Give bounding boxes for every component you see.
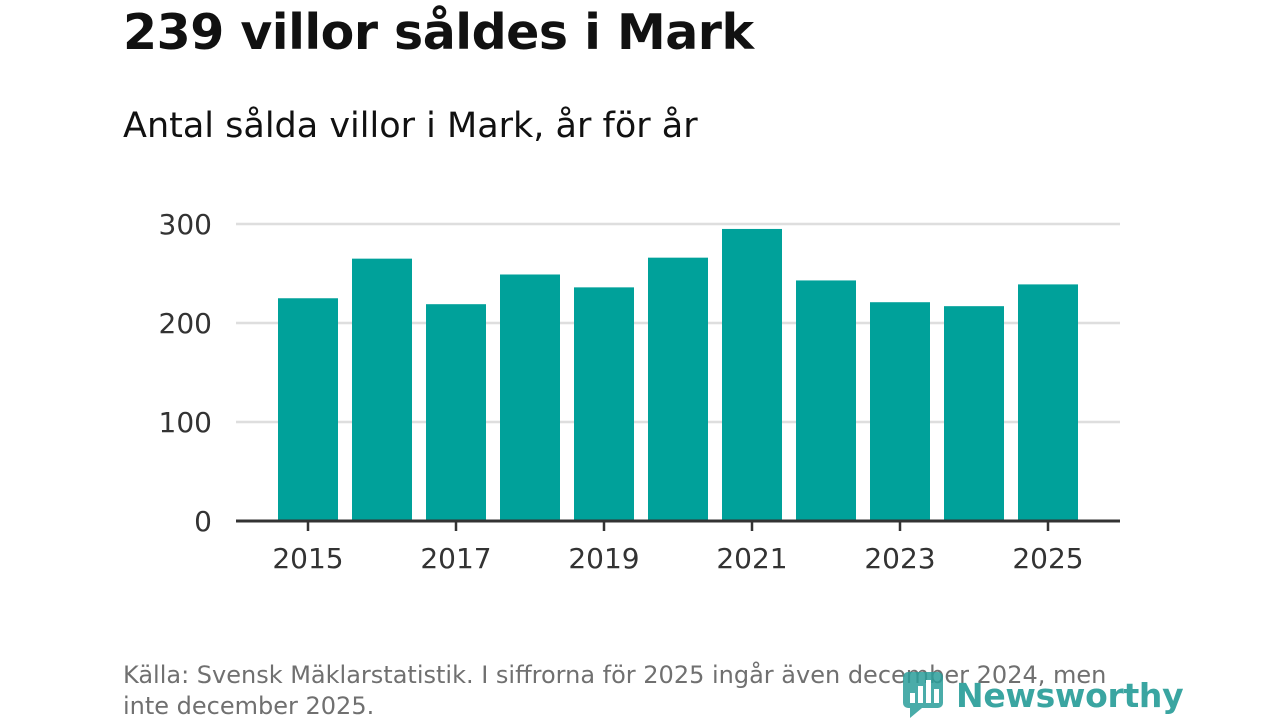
bar-2015	[278, 298, 338, 521]
bar-2019	[574, 287, 634, 521]
y-tick-label: 100	[159, 406, 212, 439]
bar-2017	[426, 304, 486, 521]
bar-2022	[796, 280, 856, 521]
y-tick-label: 300	[159, 208, 212, 241]
bar-2020	[648, 257, 708, 521]
x-tick-label: 2019	[568, 542, 639, 575]
x-tick-label: 2023	[864, 542, 935, 575]
bar-2025	[1018, 284, 1078, 521]
axes: 0 100 200 300 2015 2017 2019 2021 2023 2025	[159, 208, 1120, 575]
y-tick-label: 0	[194, 505, 212, 538]
bar-2018	[500, 274, 560, 521]
bars	[278, 228, 1078, 521]
bar-2023	[870, 302, 930, 521]
x-tick-label: 2017	[420, 542, 491, 575]
bar-2021	[722, 228, 782, 521]
x-tick-label: 2021	[716, 542, 787, 575]
newsworthy-logo-icon	[903, 672, 943, 718]
chart-title: 239 villor såldes i Mark	[123, 4, 754, 61]
bar-2016	[352, 258, 412, 521]
y-tick-label: 200	[159, 307, 212, 340]
x-tick-label: 2015	[272, 542, 343, 575]
bar-chart: 0 100 200 300 2015 2017 2019 2021 2023 2025	[159, 208, 1120, 575]
x-tick-label: 2025	[1012, 542, 1083, 575]
newsworthy-logo: Newsworthy	[902, 670, 1184, 720]
bar-2024	[944, 306, 1004, 521]
chart-subtitle: Antal sålda villor i Mark, år för år	[123, 106, 698, 146]
brand-name: Newsworthy	[956, 675, 1184, 715]
